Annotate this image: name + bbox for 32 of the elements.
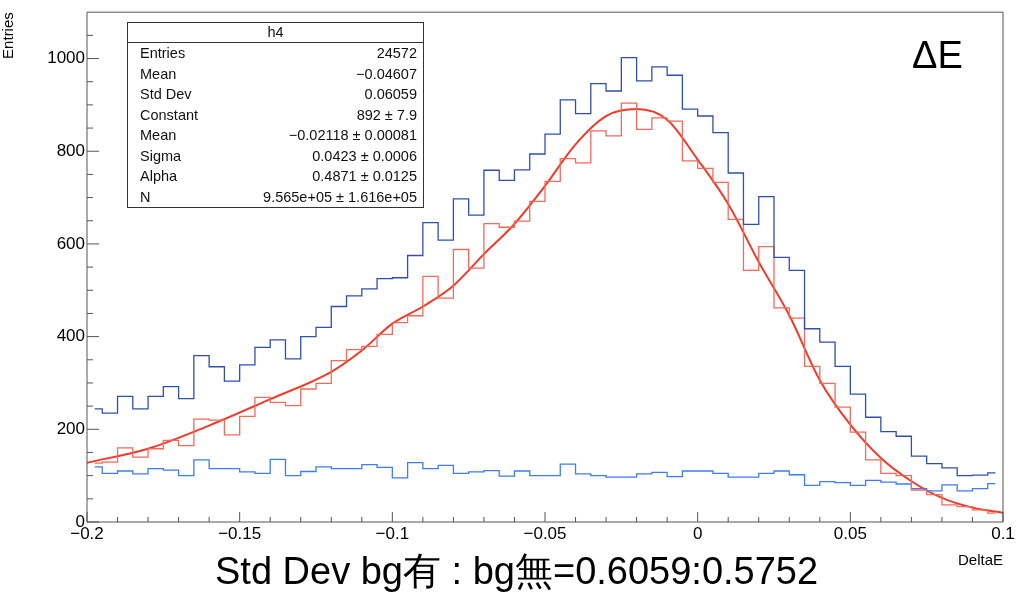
y-tick-label: 400: [56, 326, 85, 346]
annotation: Mean: [140, 126, 177, 145]
annotation: Entries: [140, 44, 186, 63]
y-tick-label: 200: [56, 419, 85, 438]
text: Std Dev bg有 : bg無=0.6059:0.5752: [215, 549, 819, 594]
annotation: h4: [128, 23, 423, 43]
y-tick-label: 800: [56, 140, 85, 160]
annotation: Mean: [140, 64, 177, 84]
y-axis-title: Entries: [0, 12, 17, 59]
annotation: 892 ± 7.9: [356, 105, 417, 125]
annotation: −0.04607: [356, 64, 417, 84]
y-tick-label: 1000: [47, 48, 85, 68]
annotation: Sigma: [140, 146, 182, 166]
annotation: N: [140, 187, 151, 207]
x-tick-label: 0: [692, 523, 703, 543]
annotation: −0.02118 ± 0.00081: [288, 126, 417, 145]
annotation: ΔE: [912, 34, 963, 77]
annotation: 24572: [376, 44, 417, 63]
annotation: Std Dev: [140, 85, 192, 104]
annotation: 0.4871 ± 0.0125: [312, 167, 417, 186]
x-tick-label: −0.1: [375, 523, 410, 543]
y-tick-label: 600: [56, 233, 85, 253]
annotation: 9.565e+05 ± 1.616e+05: [263, 187, 417, 207]
x-tick-label: −0.05: [523, 523, 567, 543]
x-tick-label: 0.05: [833, 523, 867, 543]
annotation: Alpha: [140, 167, 178, 186]
x-axis-title: DeltaE: [957, 551, 1003, 569]
annotation: 0.0423 ± 0.0006: [312, 146, 417, 166]
annotation: 0.06059: [364, 85, 417, 104]
x-tick-label: −0.15: [218, 523, 262, 543]
annotation: Constant: [140, 105, 199, 125]
x-tick-label: 0.1: [991, 523, 1015, 543]
